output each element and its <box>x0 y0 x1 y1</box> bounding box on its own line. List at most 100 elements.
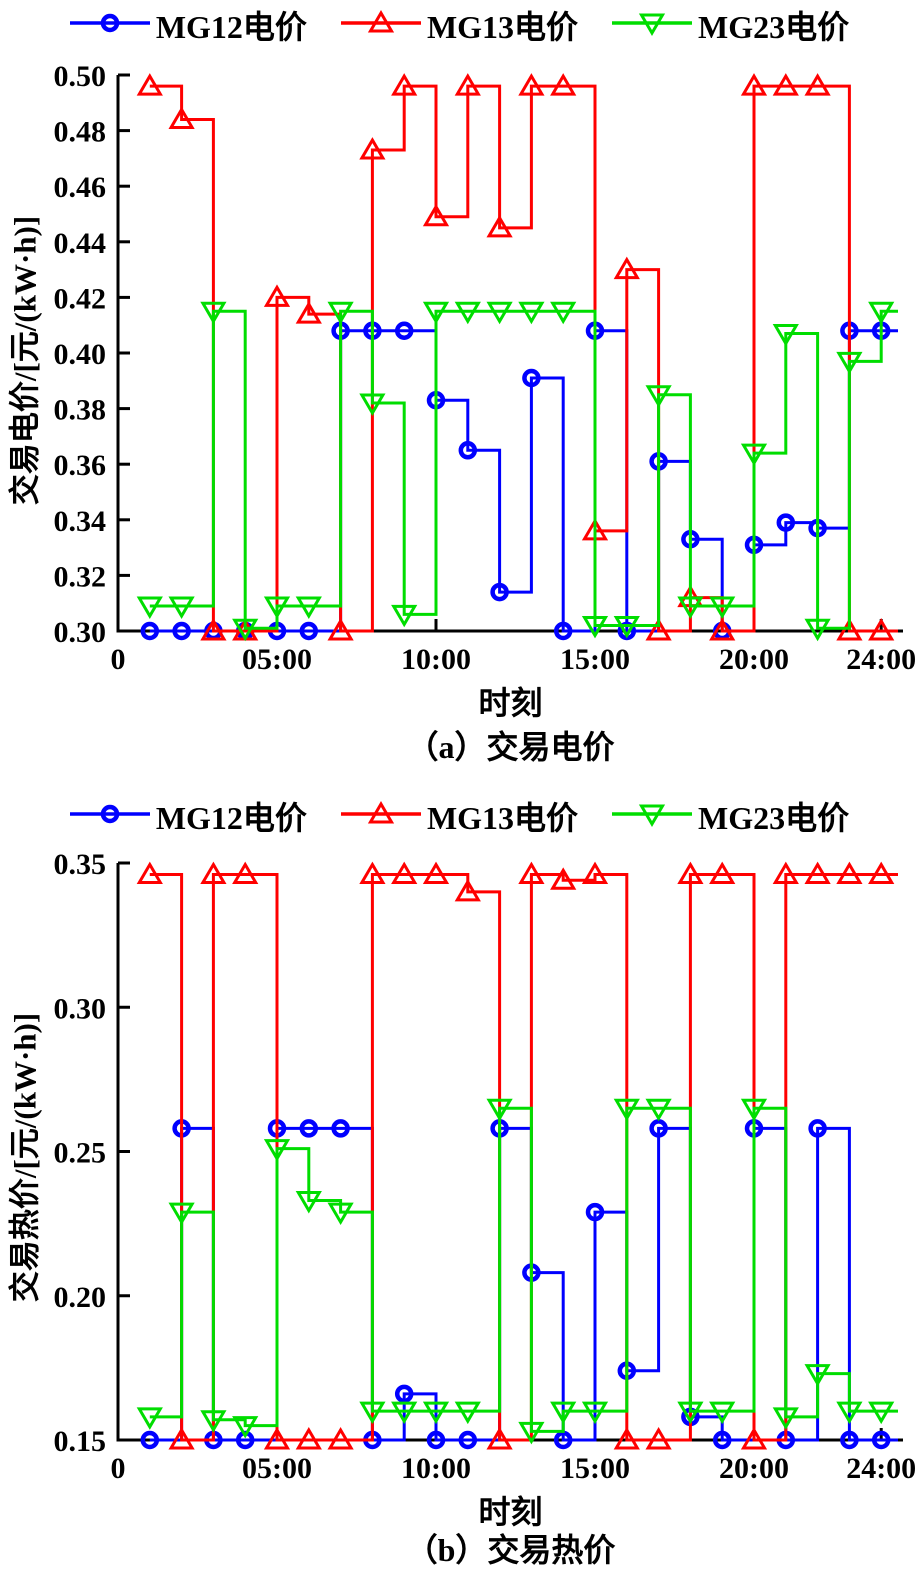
triangle-up-marker <box>486 214 513 238</box>
x-tick-label: 15:00 <box>560 643 630 676</box>
triangle-up-marker <box>295 301 322 324</box>
triangle-down-marker <box>550 1401 577 1425</box>
mg12-line-circle-icon <box>69 5 150 46</box>
triangle-down-marker <box>645 1098 672 1122</box>
y-tick-label: 0.44 <box>54 227 107 260</box>
legend-item-mg12-a: MG12电价 <box>69 2 307 48</box>
circle-marker <box>331 1119 350 1138</box>
triangle-up-marker <box>804 861 831 885</box>
x-tick-label: 10:00 <box>401 643 471 676</box>
triangle-down-marker <box>740 1098 768 1122</box>
circle-marker <box>840 1430 859 1450</box>
triangle-up-marker <box>836 618 863 641</box>
y-tick-label: 0.20 <box>54 1281 107 1314</box>
series-line <box>149 309 898 630</box>
triangle-up-marker <box>518 73 545 96</box>
triangle-down-marker <box>613 1098 640 1122</box>
legend-label-mg23-b: MG23电价 <box>698 800 850 836</box>
triangle-down-marker <box>518 1421 545 1445</box>
triangle-up-marker <box>772 861 799 885</box>
circle-marker <box>649 1119 668 1138</box>
triangle-up-marker <box>709 618 736 641</box>
triangle-down-marker <box>868 1401 895 1425</box>
series-line <box>149 84 898 633</box>
triangle-down-marker <box>327 1202 354 1226</box>
triangle-up-marker <box>454 878 481 902</box>
mg23-line-triangle-down-icon <box>612 796 693 837</box>
circle-marker <box>100 13 120 32</box>
y-tick-label: 0.15 <box>54 1425 107 1458</box>
triangle-up-marker <box>263 1427 291 1450</box>
triangle-up-marker <box>581 861 609 885</box>
circle-marker <box>776 513 796 532</box>
x-axis-label-a: 时刻 <box>478 685 543 721</box>
triangle-down-marker <box>550 301 577 325</box>
triangle-down-marker <box>454 301 481 325</box>
circle-marker <box>458 1430 478 1450</box>
x-tick-label: 10:00 <box>401 1452 471 1485</box>
triangle-up-marker <box>836 861 863 885</box>
circle-marker <box>394 321 414 341</box>
caption-a: （a）交易电价 <box>406 729 615 765</box>
legend-item-mg23-b: MG23电价 <box>612 793 849 839</box>
circle-marker <box>585 1202 605 1222</box>
triangle-down-marker <box>168 596 195 619</box>
circle-marker <box>299 1119 319 1138</box>
triangle-up-marker <box>454 73 481 96</box>
triangle-down-marker <box>200 301 227 325</box>
triangle-up-marker <box>645 618 672 641</box>
circle-marker <box>490 582 509 602</box>
triangle-down-marker <box>359 393 386 417</box>
triangle-up-marker <box>740 73 768 96</box>
mg13-line-triangle-up-icon <box>340 5 421 46</box>
triangle-down-marker <box>677 1401 704 1425</box>
mg23-line-triangle-down-icon <box>612 5 693 46</box>
triangle-down-marker <box>200 1410 227 1433</box>
y-tick-label: 0.34 <box>54 505 107 538</box>
y-tick-label: 0.32 <box>54 560 107 593</box>
triangle-up-marker <box>168 106 195 129</box>
triangle-up-marker <box>518 861 545 885</box>
caption-b: （b）交易热价 <box>405 1532 616 1568</box>
x-tick-label: 05:00 <box>242 1452 312 1485</box>
triangle-down-marker <box>232 618 259 642</box>
triangle-down-marker <box>613 615 640 639</box>
triangle-down-marker <box>136 1407 163 1430</box>
triangle-down-marker <box>263 596 291 619</box>
triangle-up-marker <box>200 861 227 885</box>
series-MG23电价-b <box>136 1098 898 1445</box>
triangle-up-marker <box>359 861 386 885</box>
legend-item-mg13-b: MG13电价 <box>340 793 578 839</box>
circle-marker <box>299 621 319 641</box>
y-axis-label-b: 交易热价/[元/(kW·h)] <box>7 1012 43 1303</box>
triangle-down-marker <box>391 1401 418 1425</box>
triangle-up-marker <box>677 861 704 885</box>
triangle-down-marker <box>581 615 609 639</box>
legend-label-mg23-a: MG23电价 <box>698 9 850 45</box>
triangle-down-marker <box>709 1401 736 1425</box>
triangle-down-marker <box>581 1401 609 1425</box>
triangle-up-marker <box>422 203 450 227</box>
triangle-down-marker <box>486 301 513 325</box>
triangle-up-marker <box>367 9 395 32</box>
y-tick-label: 0.25 <box>54 1137 107 1170</box>
series-MG23电价-a <box>136 301 898 642</box>
circle-marker <box>426 1430 446 1450</box>
triangle-down-marker <box>804 618 831 642</box>
triangle-down-marker <box>263 1139 291 1162</box>
y-tick-label: 0.36 <box>54 449 107 482</box>
circle-marker <box>458 441 478 460</box>
triangle-up-marker <box>613 1427 640 1450</box>
circle-marker <box>553 1430 573 1450</box>
triangle-down-marker <box>677 596 704 619</box>
legend-item-mg12-b: MG12电价 <box>69 793 307 839</box>
triangle-up-marker <box>740 1427 768 1450</box>
triangle-down-marker <box>295 596 322 619</box>
triangle-down-marker <box>836 1401 863 1425</box>
circle-marker <box>871 1430 891 1450</box>
x-tick-label: 0 <box>111 643 126 676</box>
legend-a: MG12电价 MG13电价 MG23电价 <box>0 2 919 48</box>
triangle-down-marker <box>359 1401 386 1425</box>
y-tick-label: 0.40 <box>54 338 107 371</box>
